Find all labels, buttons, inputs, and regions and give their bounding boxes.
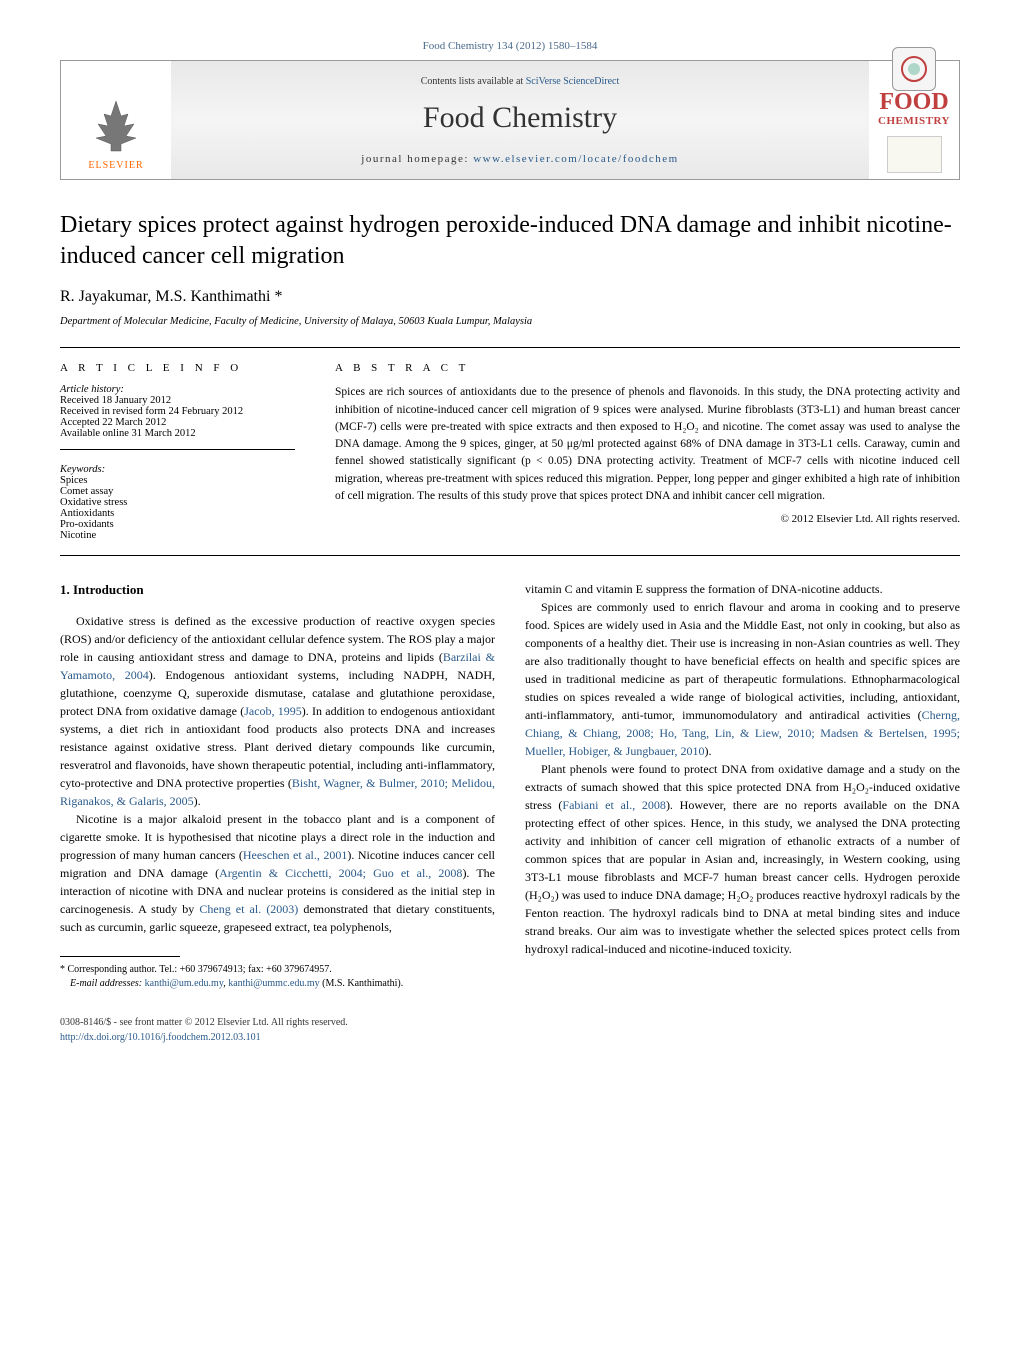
elsevier-tree-icon [86,96,146,156]
keyword: Spices [60,475,87,486]
email-link[interactable]: kanthi@um.edu.my [145,978,224,989]
keyword: Pro-oxidants [60,519,114,530]
keywords-label: Keywords: [60,464,105,475]
citation-link[interactable]: Cheng et al. (2003) [199,902,298,916]
journal-title: Food Chemistry [423,101,617,135]
info-abstract-row: A R T I C L E I N F O Article history: R… [60,347,960,556]
elsevier-label: ELSEVIER [88,160,143,171]
online-date: Available online 31 March 2012 [60,428,196,439]
contents-line: Contents lists available at SciVerse Sci… [421,76,620,87]
intro-paragraph: Spices are commonly used to enrich flavo… [525,598,960,760]
abstract-copyright: © 2012 Elsevier Ltd. All rights reserved… [335,513,960,525]
corresponding-mark[interactable]: * [274,288,282,305]
corr-author-line: * Corresponding author. Tel.: +60 379674… [60,963,495,977]
article-info-column: A R T I C L E I N F O Article history: R… [60,348,315,555]
accepted-date: Accepted 22 March 2012 [60,417,166,428]
issn-line: 0308-8146/$ - see front matter © 2012 El… [60,1015,495,1030]
food-logo-bottom: CHEMISTRY [878,115,950,127]
crossmark-icon [900,55,928,83]
received-date: Received 18 January 2012 [60,395,171,406]
citation-link[interactable]: Fabiani et al., 2008 [562,798,666,812]
email-link[interactable]: kanthi@ummc.edu.my [228,978,319,989]
journal-ref-link[interactable]: Food Chemistry 134 (2012) 1580–1584 [423,40,598,52]
keyword: Comet assay [60,486,113,497]
keywords-block: Keywords: Spices Comet assay Oxidative s… [60,464,295,541]
email-line: E-mail addresses: kanthi@um.edu.my, kant… [60,977,495,991]
abstract-column: A B S T R A C T Spices are rich sources … [315,348,960,555]
article-info-label: A R T I C L E I N F O [60,362,295,374]
homepage-prefix: journal homepage: [361,153,473,165]
sciencedirect-link[interactable]: SciVerse ScienceDirect [526,76,620,87]
journal-header: ELSEVIER Contents lists available at Sci… [60,60,960,180]
article-title: Dietary spices protect against hydrogen … [60,210,960,272]
intro-paragraph: Nicotine is a major alkaloid present in … [60,810,495,936]
history-label: Article history: [60,384,124,395]
food-logo-top: FOOD [878,93,950,112]
citation-link[interactable]: Argentin & Cicchetti, 2004; Guo et al., … [219,866,462,880]
affiliation: Department of Molecular Medicine, Facult… [60,316,960,327]
authors: R. Jayakumar, M.S. Kanthimathi * [60,288,960,306]
header-center: Contents lists available at SciVerse Sci… [171,61,869,179]
abstract-text: Spices are rich sources of antioxidants … [335,384,960,505]
elsevier-logo-block: ELSEVIER [61,61,171,179]
intro-paragraph-cont: vitamin C and vitamin E suppress the for… [525,580,960,598]
intro-paragraph: Oxidative stress is defined as the exces… [60,612,495,810]
homepage-line: journal homepage: www.elsevier.com/locat… [361,153,678,165]
contents-prefix: Contents lists available at [421,76,526,87]
corresponding-footnote: * Corresponding author. Tel.: +60 379674… [60,963,495,991]
journal-cover-block: FOOD CHEMISTRY [869,61,959,179]
keyword: Nicotine [60,530,96,541]
homepage-link[interactable]: www.elsevier.com/locate/foodchem [473,153,679,165]
journal-reference: Food Chemistry 134 (2012) 1580–1584 [60,40,960,52]
revised-date: Received in revised form 24 February 201… [60,406,243,417]
abstract-label: A B S T R A C T [335,362,960,374]
intro-paragraph: Plant phenols were found to protect DNA … [525,760,960,958]
email-label: E-mail addresses: [70,978,145,989]
food-chemistry-logo: FOOD CHEMISTRY [878,93,950,128]
doi-link[interactable]: http://dx.doi.org/10.1016/j.foodchem.201… [60,1032,261,1043]
footnote-block: * Corresponding author. Tel.: +60 379674… [60,956,495,1045]
page-footer: 0308-8146/$ - see front matter © 2012 El… [60,1015,495,1045]
crossmark-badge[interactable] [892,47,936,93]
keyword: Antioxidants [60,508,114,519]
journal-cover-thumb [887,136,942,173]
author-names: R. Jayakumar, M.S. Kanthimathi [60,288,274,305]
body-columns: 1. Introduction Oxidative stress is defi… [60,580,960,1045]
citation-link[interactable]: Jacob, 1995 [244,704,302,718]
citation-link[interactable]: Heeschen et al., 2001 [243,848,348,862]
footnote-separator [60,956,180,957]
keyword: Oxidative stress [60,497,127,508]
article-history: Article history: Received 18 January 201… [60,384,295,450]
intro-heading: 1. Introduction [60,580,495,600]
